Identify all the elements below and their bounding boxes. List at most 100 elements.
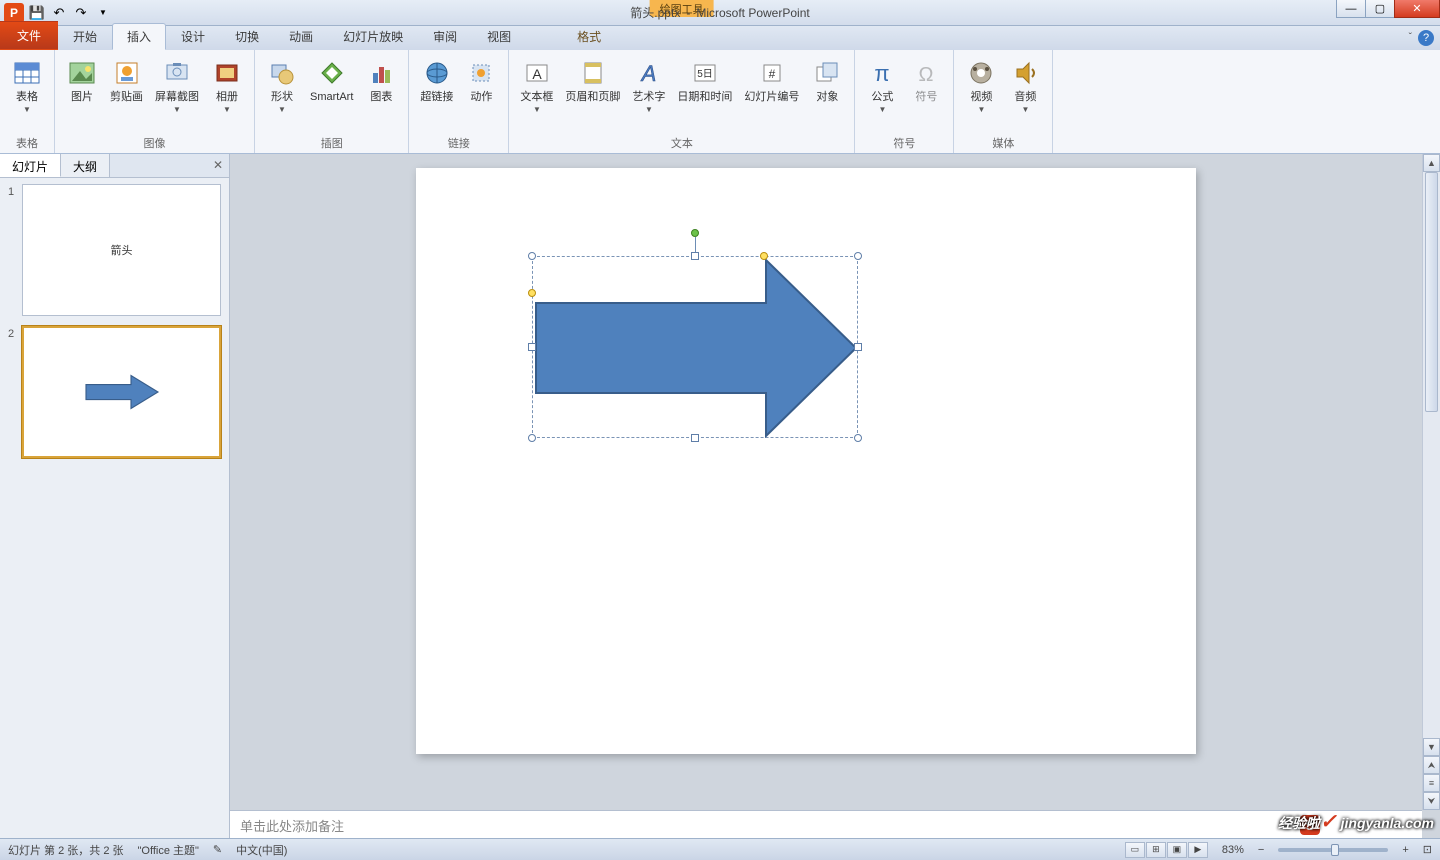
tab-home[interactable]: 开始 <box>58 23 112 50</box>
scroll-down-icon[interactable]: ▼ <box>1423 738 1440 756</box>
spellcheck-icon[interactable]: ✎ <box>213 843 222 856</box>
symbol-button[interactable]: Ω 符号 <box>905 54 947 107</box>
vertical-scrollbar[interactable]: ▲ ▼ ⮝ ≡ ⮟ <box>1422 154 1440 810</box>
close-button[interactable]: ✕ <box>1394 0 1440 18</box>
tab-slides-thumbnails[interactable]: 幻灯片 <box>0 154 61 177</box>
notes-pane[interactable]: 单击此处添加备注 <box>230 810 1422 838</box>
panel-close-icon[interactable]: ✕ <box>213 158 223 172</box>
tab-format[interactable]: 格式 <box>562 23 616 50</box>
resize-handle[interactable] <box>691 434 699 442</box>
tab-insert[interactable]: 插入 <box>112 23 166 50</box>
clipart-icon <box>111 57 143 89</box>
undo-icon[interactable]: ↶ <box>50 4 68 22</box>
scroll-thumb[interactable] <box>1425 172 1438 412</box>
slide-nav-icon[interactable]: ≡ <box>1423 774 1440 792</box>
tab-review[interactable]: 审阅 <box>418 23 472 50</box>
adjustment-handle[interactable] <box>758 250 769 261</box>
adjustment-handle[interactable] <box>526 287 537 298</box>
tab-view[interactable]: 视图 <box>472 23 526 50</box>
minimize-button[interactable]: — <box>1336 0 1366 18</box>
equation-icon: π <box>866 57 898 89</box>
selection-box[interactable] <box>532 256 858 438</box>
next-slide-icon[interactable]: ⮟ <box>1423 792 1440 810</box>
help-icon[interactable]: ? <box>1418 30 1434 46</box>
tab-slideshow[interactable]: 幻灯片放映 <box>328 23 418 50</box>
svg-text:5日: 5日 <box>697 69 713 80</box>
normal-view-icon[interactable]: ▭ <box>1125 842 1145 858</box>
reading-view-icon[interactable]: ▣ <box>1167 842 1187 858</box>
picture-button[interactable]: 图片 <box>61 54 103 107</box>
album-button[interactable]: 相册 ▼ <box>206 54 248 117</box>
resize-handle[interactable] <box>691 252 699 260</box>
redo-icon[interactable]: ↷ <box>72 4 90 22</box>
minimize-ribbon-icon[interactable]: ˇ <box>1409 32 1412 43</box>
hyperlink-button[interactable]: 超链接 <box>415 54 458 107</box>
thumbnail-number: 1 <box>8 184 22 316</box>
zoom-out-icon[interactable]: − <box>1258 844 1264 856</box>
zoom-level[interactable]: 83% <box>1222 844 1244 856</box>
textbox-button[interactable]: A 文本框 ▼ <box>515 54 558 117</box>
language-status[interactable]: 中文(中国) <box>236 842 287 858</box>
fit-to-window-icon[interactable]: ⊡ <box>1423 843 1432 856</box>
prev-slide-icon[interactable]: ⮝ <box>1423 756 1440 774</box>
slides-panel: 幻灯片 大纲 ✕ 1 箭头 2 <box>0 154 230 838</box>
group-links: 超链接 动作 链接 <box>409 50 509 153</box>
table-icon <box>11 57 43 89</box>
group-symbols: π 公式 ▼ Ω 符号 符号 <box>855 50 954 153</box>
smartart-button[interactable]: SmartArt <box>305 54 358 107</box>
thumbnail-list: 1 箭头 2 <box>0 178 229 838</box>
thumbnail-2[interactable]: 2 <box>8 326 221 458</box>
video-button[interactable]: 视频 ▼ <box>960 54 1002 117</box>
save-icon[interactable]: 💾 <box>28 4 46 22</box>
resize-handle[interactable] <box>528 434 536 442</box>
powerpoint-logo-icon: P <box>4 3 24 23</box>
svg-text:Ω: Ω <box>919 64 934 86</box>
resize-handle[interactable] <box>854 252 862 260</box>
shapes-button[interactable]: 形状 ▼ <box>261 54 303 117</box>
table-button[interactable]: 表格 ▼ <box>6 54 48 117</box>
rotation-handle[interactable] <box>691 229 699 237</box>
slide-canvas[interactable] <box>416 168 1196 754</box>
screenshot-icon <box>161 57 193 89</box>
datetime-icon: 5日 <box>689 57 721 89</box>
resize-handle[interactable] <box>528 252 536 260</box>
shapes-icon <box>266 57 298 89</box>
svg-text:π: π <box>875 61 890 86</box>
tab-file[interactable]: 文件 <box>0 21 58 50</box>
slide-editor[interactable] <box>230 154 1440 838</box>
clipart-button[interactable]: 剪贴画 <box>105 54 148 107</box>
document-name: 箭头.pptx <box>630 4 680 21</box>
object-icon <box>811 57 843 89</box>
equation-button[interactable]: π 公式 ▼ <box>861 54 903 117</box>
datetime-button[interactable]: 5日 日期和时间 <box>672 54 737 107</box>
chart-button[interactable]: 图表 <box>360 54 402 107</box>
maximize-button[interactable]: ▢ <box>1365 0 1395 18</box>
textbox-icon: A <box>521 57 553 89</box>
tab-transitions[interactable]: 切换 <box>220 23 274 50</box>
headerfooter-icon <box>577 57 609 89</box>
slidenumber-button[interactable]: # 幻灯片编号 <box>739 54 804 107</box>
slideshow-view-icon[interactable]: ▶ <box>1188 842 1208 858</box>
resize-handle[interactable] <box>854 434 862 442</box>
zoom-slider[interactable] <box>1278 848 1388 852</box>
zoom-in-icon[interactable]: + <box>1402 844 1408 856</box>
qat-dropdown-icon[interactable]: ▼ <box>94 4 112 22</box>
resize-handle[interactable] <box>854 343 862 351</box>
resize-handle[interactable] <box>528 343 536 351</box>
thumbnail-1[interactable]: 1 箭头 <box>8 184 221 316</box>
sorter-view-icon[interactable]: ⊞ <box>1146 842 1166 858</box>
wordart-button[interactable]: A 艺术字 ▼ <box>627 54 670 117</box>
tab-outline[interactable]: 大纲 <box>61 154 110 177</box>
tab-design[interactable]: 设计 <box>166 23 220 50</box>
wordart-icon: A <box>633 57 665 89</box>
action-button[interactable]: 动作 <box>460 54 502 107</box>
scroll-up-icon[interactable]: ▲ <box>1423 154 1440 172</box>
headerfooter-button[interactable]: 页眉和页脚 <box>560 54 625 107</box>
group-text: A 文本框 ▼ 页眉和页脚 A 艺术字 ▼ 5日 <box>509 50 855 153</box>
tab-animations[interactable]: 动画 <box>274 23 328 50</box>
screenshot-button[interactable]: 屏幕截图 ▼ <box>150 54 204 117</box>
album-icon <box>211 57 243 89</box>
audio-button[interactable]: 音频 ▼ <box>1004 54 1046 117</box>
symbol-icon: Ω <box>910 57 942 89</box>
object-button[interactable]: 对象 <box>806 54 848 107</box>
